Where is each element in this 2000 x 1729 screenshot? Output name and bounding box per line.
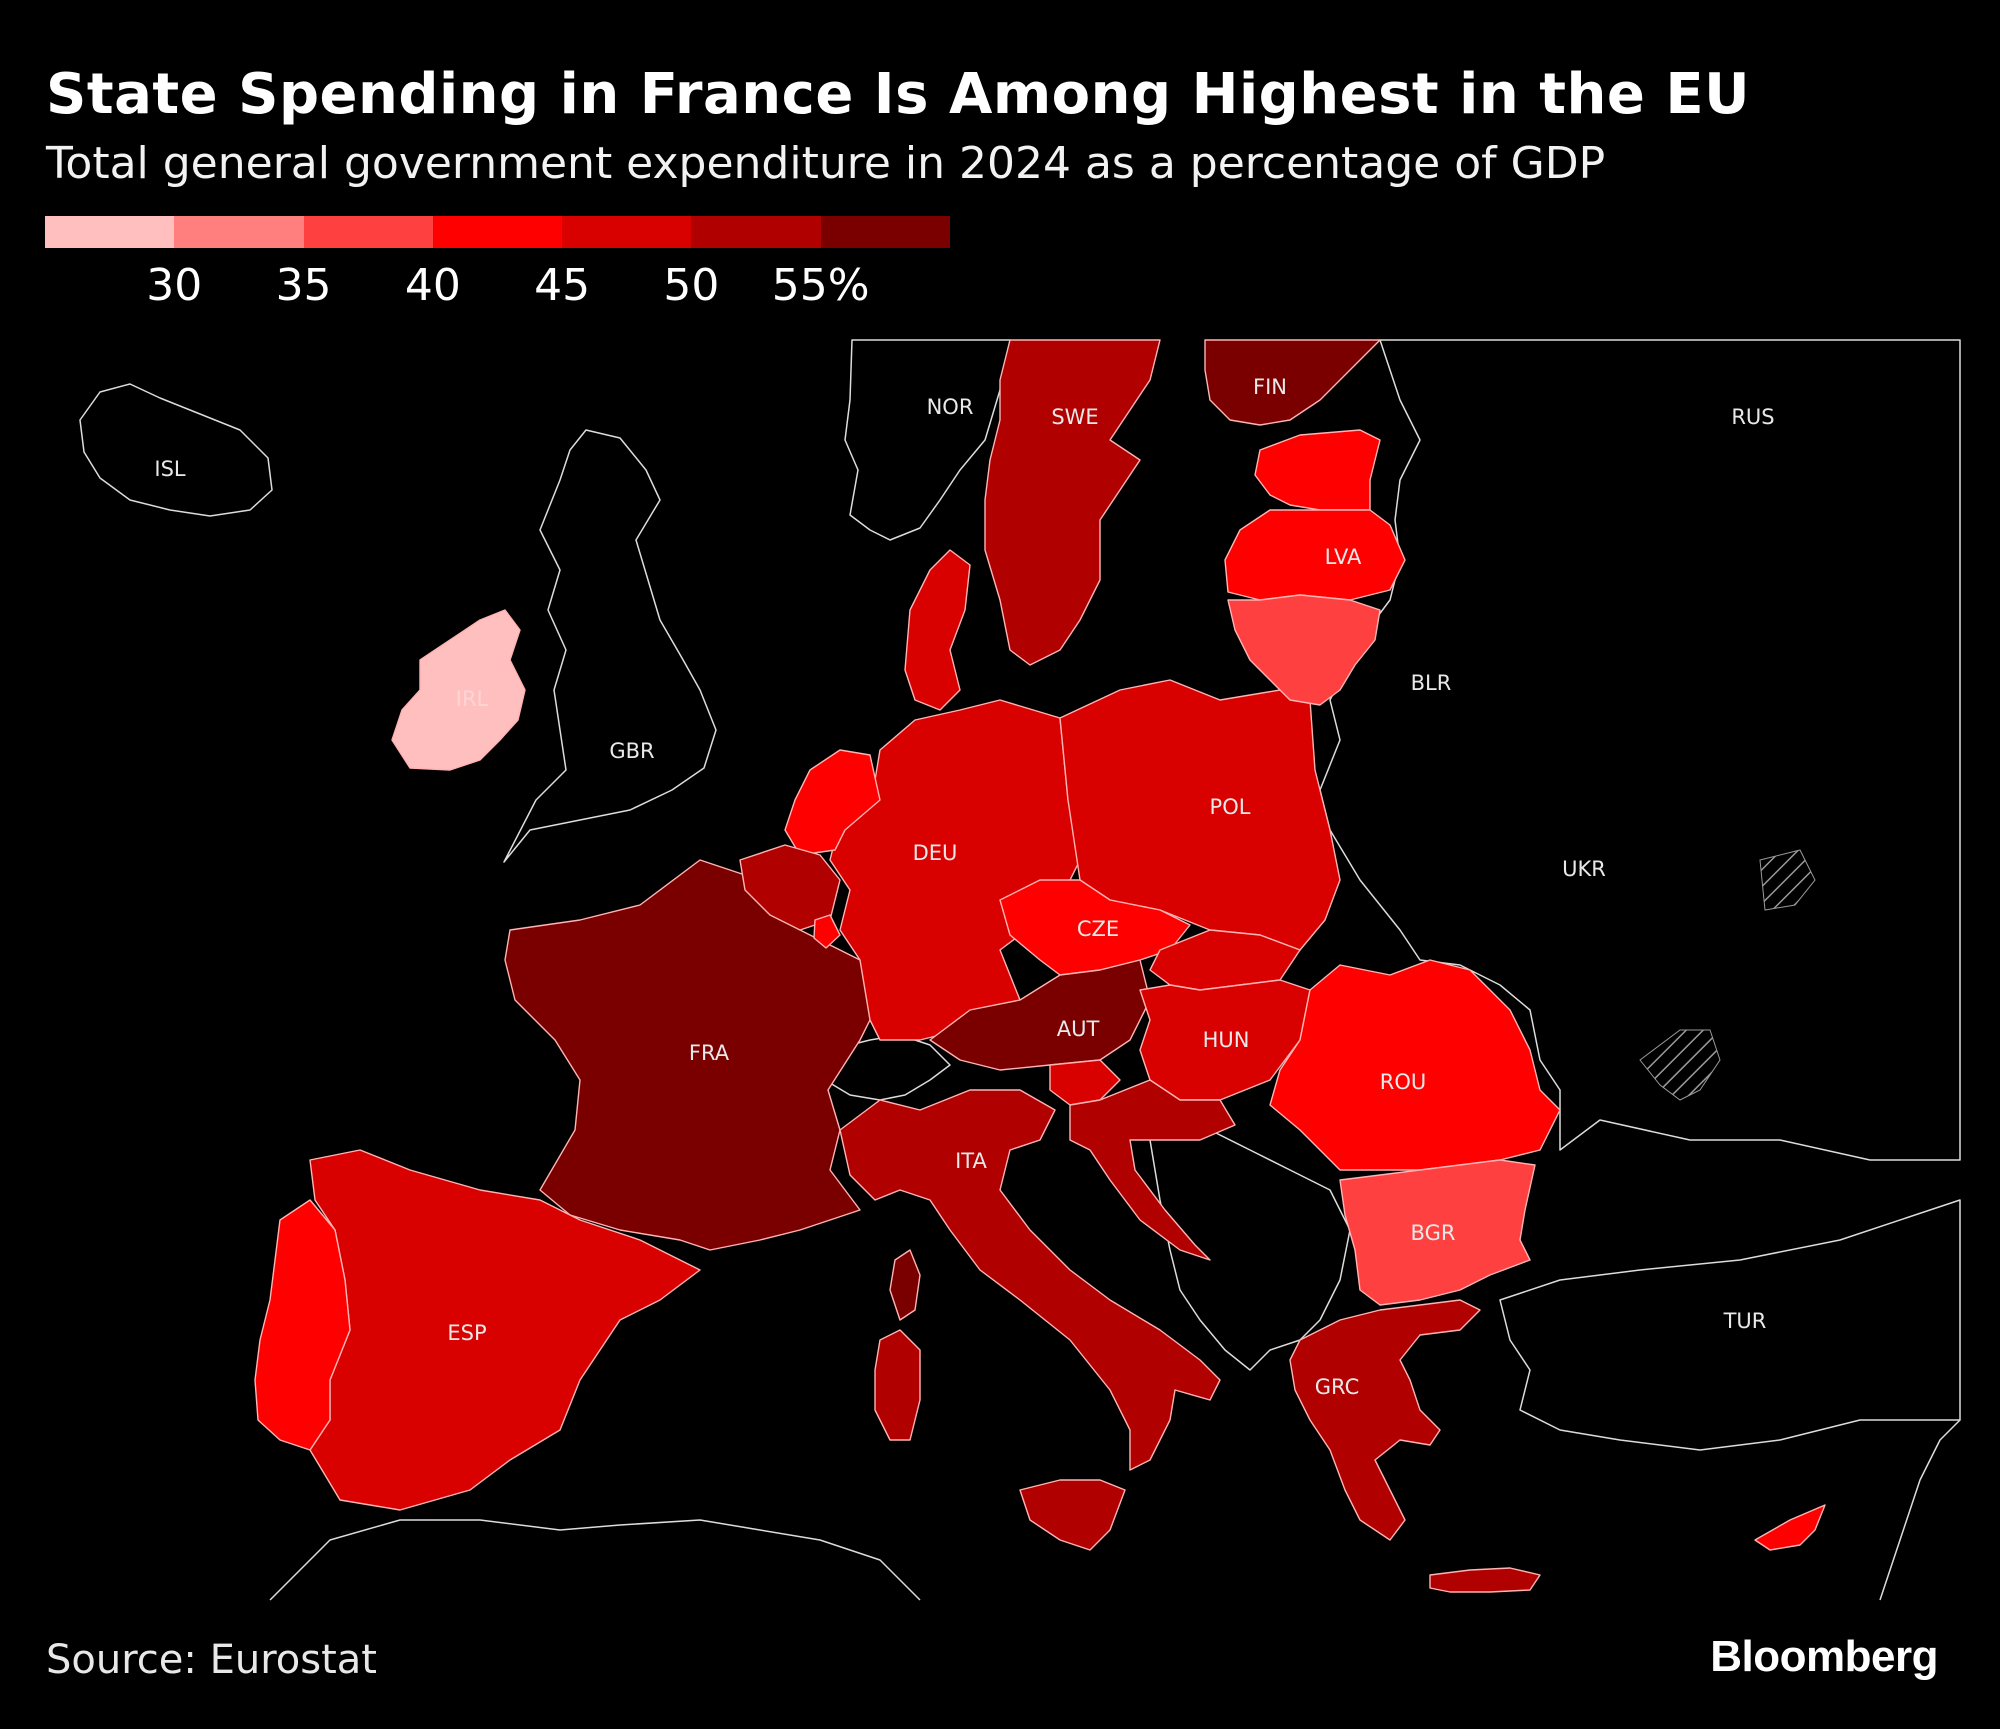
legend-bin [820, 216, 950, 248]
legend-tick: 50 [663, 260, 720, 311]
legend-tick: 30 [146, 260, 203, 311]
map-label-irl: IRL [456, 687, 489, 711]
map-label-gbr: GBR [609, 739, 654, 763]
bloomberg-logo: Bloomberg [1710, 1632, 1938, 1681]
country-grc [1289, 1299, 1481, 1541]
map-label-grc: GRC [1315, 1375, 1359, 1399]
map-label-hun: HUN [1203, 1028, 1250, 1052]
legend-bin [303, 216, 433, 248]
legend-bin [432, 216, 563, 248]
map-label-rou: ROU [1380, 1070, 1427, 1094]
country-dnk [904, 549, 971, 711]
map-label-fra: FRA [689, 1041, 730, 1065]
legend-tick: 55% [771, 260, 870, 311]
disputed-area-crimea [1639, 1029, 1721, 1101]
map-label-deu: DEU [913, 841, 958, 865]
map-label-bgr: BGR [1411, 1221, 1456, 1245]
map-label-blr: BLR [1411, 671, 1452, 695]
legend-bin [691, 216, 821, 248]
map-label-tur: TUR [1723, 1309, 1767, 1333]
country-hrv [1069, 1079, 1236, 1261]
country-lva [1224, 509, 1406, 601]
source-note: Source: Eurostat [46, 1637, 377, 1683]
country-ltu [1227, 594, 1381, 706]
legend-bin [174, 216, 304, 248]
country-ita [839, 1089, 1221, 1471]
europe-map: ISL NOR SWE FIN RUS LVA BLR GBR IRL POL … [79, 339, 1961, 1601]
map-label-nor: NOR [927, 395, 974, 419]
legend-bin [562, 216, 692, 248]
great-britain-shape [503, 429, 717, 863]
map-label-fin: FIN [1253, 375, 1287, 399]
country-hun [1139, 979, 1311, 1101]
chart-title: State Spending in France Is Among Highes… [46, 62, 1751, 127]
map-label-pol: POL [1210, 795, 1251, 819]
country-bgr [1339, 1159, 1536, 1306]
middle-east-coast [1879, 1419, 1961, 1601]
country-ita-sicily [1019, 1479, 1126, 1551]
map-label-aut: AUT [1057, 1017, 1100, 1041]
map-label-esp: ESP [447, 1321, 486, 1345]
country-lux [813, 914, 841, 949]
map-label-isl: ISL [154, 457, 186, 481]
legend-tick: 40 [404, 260, 461, 311]
iceland-shape [79, 383, 273, 517]
turkey-shape [1499, 1199, 1961, 1451]
map-label-swe: SWE [1051, 405, 1098, 429]
color-legend [45, 216, 950, 248]
legend-tick: 45 [534, 260, 591, 311]
russia-belarus-ukraine-shape [1319, 339, 1961, 1161]
legend-bin [45, 216, 175, 248]
map-label-cze: CZE [1077, 917, 1119, 941]
disputed-area-donbas [1759, 849, 1816, 911]
country-irl [391, 609, 526, 771]
country-fin [1204, 339, 1381, 426]
country-fra-corsica [889, 1249, 921, 1321]
norway-shape [844, 339, 1011, 541]
map-label-lva: LVA [1325, 545, 1362, 569]
country-ita-sardinia [874, 1329, 921, 1441]
map-label-ita: ITA [955, 1149, 987, 1173]
map-label-ukr: UKR [1562, 857, 1606, 881]
chart-subtitle: Total general government expenditure in … [46, 138, 1606, 189]
country-cyp [1754, 1504, 1826, 1551]
map-label-rus: RUS [1731, 405, 1774, 429]
legend-tick-labels: 30 35 40 45 50 55% [45, 260, 950, 311]
country-grc-crete [1429, 1567, 1541, 1593]
country-prt [254, 1199, 351, 1451]
legend-tick: 35 [275, 260, 332, 311]
country-swe [984, 339, 1161, 666]
country-nld [784, 749, 881, 856]
north-africa-coast [269, 1519, 921, 1601]
country-est [1254, 429, 1381, 511]
